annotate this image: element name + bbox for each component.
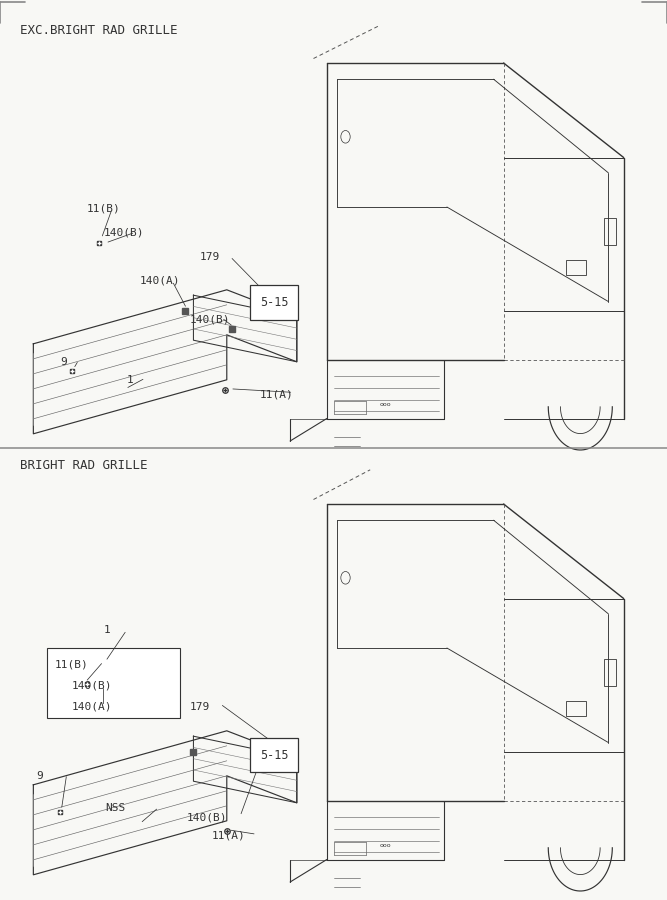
Text: 11(B): 11(B) (87, 203, 121, 214)
Text: 11(B): 11(B) (55, 659, 89, 670)
Text: 9: 9 (60, 356, 67, 367)
Text: 5-15: 5-15 (260, 749, 288, 761)
Text: 179: 179 (190, 701, 210, 712)
Text: BRIGHT RAD GRILLE: BRIGHT RAD GRILLE (20, 459, 147, 472)
Text: 140(B): 140(B) (187, 812, 227, 823)
Text: NSS: NSS (105, 803, 125, 814)
Bar (604, 659, 616, 686)
Text: 140(B): 140(B) (103, 227, 144, 238)
Text: 11(A): 11(A) (260, 389, 294, 400)
Bar (250, 738, 298, 772)
Text: 9: 9 (37, 770, 43, 781)
Text: 11(A): 11(A) (212, 830, 246, 841)
Text: 140(A): 140(A) (72, 701, 113, 712)
Text: 1: 1 (103, 625, 110, 635)
Text: 140(A): 140(A) (140, 275, 181, 286)
Text: ooo: ooo (380, 842, 392, 848)
Text: ooo: ooo (380, 401, 392, 407)
Text: 179: 179 (200, 251, 220, 262)
Bar (566, 701, 586, 716)
Text: 5-15: 5-15 (260, 296, 288, 309)
Text: EXC.BRIGHT RAD GRILLE: EXC.BRIGHT RAD GRILLE (20, 24, 177, 37)
Bar (250, 285, 298, 320)
Bar (604, 218, 616, 245)
Text: 140(B): 140(B) (72, 680, 113, 691)
Text: 1: 1 (127, 374, 133, 385)
Bar (566, 260, 586, 274)
Text: 140(B): 140(B) (190, 314, 231, 325)
Bar (47, 648, 180, 718)
